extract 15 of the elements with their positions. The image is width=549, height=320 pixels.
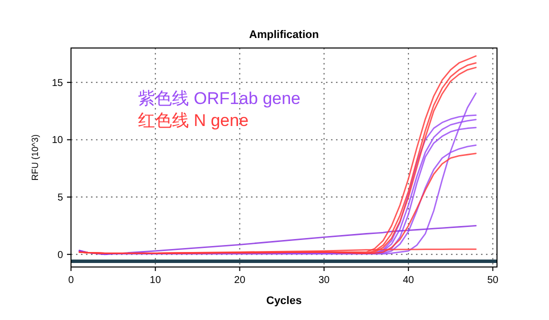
y-tick-label: 5 [57,192,64,204]
x-tick-label: 20 [234,275,246,286]
x-tick-label: 40 [402,275,414,286]
y-tick-label: 15 [52,78,64,89]
y-tick-label: 0 [57,250,64,261]
text: 紫色线 ORF1ab gene [138,89,301,108]
x-tick-label: 30 [318,275,330,286]
x-tick-label: 50 [487,275,499,286]
x-axis-title: Cycles [266,295,302,307]
y-tick-label: 10 [52,135,64,146]
y-axis-title: RFU (10^3) [30,134,40,181]
text: 红色线 N gene [138,111,249,130]
x-tick-label: 0 [68,275,74,286]
x-tick-label: 10 [150,275,162,286]
chart-title: Amplification [249,29,320,41]
